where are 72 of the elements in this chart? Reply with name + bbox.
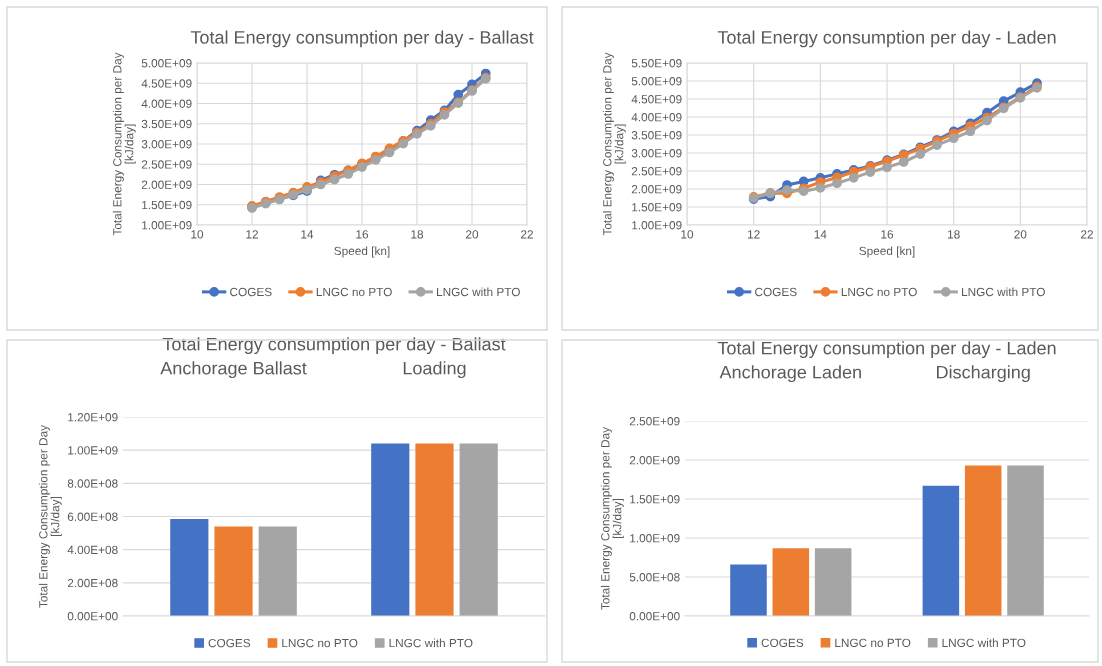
y-tick-label: 2.00E+09 [631,185,682,194]
x-tick-label: 12 [246,230,258,239]
x-tick-label: 10 [191,230,204,239]
x-tick-label: Anchorage Laden [719,365,861,383]
legend-label: LNGC no PTO [316,287,392,297]
y-tick-label: 5.00E+09 [631,77,682,86]
y-tick-label: 1.20E+09 [68,413,118,422]
y-tick-label: 1.00E+09 [142,221,192,230]
y-tick-label: 2.00E+09 [629,456,680,465]
y-tick-label: 4.00E+09 [631,113,682,122]
chart-title: Total Energy consumption per day - Laden [717,341,1056,359]
y-tick-label: 1.50E+09 [630,495,680,504]
y-axis-title: Total Energy Consumption per Day [kJ/day] [112,52,136,236]
y-tick-label: 2.50E+09 [141,160,192,169]
legend-label: COGES [755,287,797,297]
x-tick-label: Discharging [937,365,1030,383]
y-tick-label: 3.00E+09 [631,149,682,158]
x-tick-label: 22 [1081,230,1093,239]
y-tick-label: 5.00E+09 [141,59,192,68]
y-tick-label: 4.50E+09 [141,79,192,88]
y-tick-label: 1.00E+09 [630,534,680,543]
x-axis-title: Speed [kn] [859,246,915,258]
x-tick-label: Loading [403,361,466,379]
chart-title: Total Energy consumption per day - Laden [717,30,1056,48]
legend-label: LNGC with PTO [942,638,1026,647]
x-tick-label: 10 [681,230,694,239]
y-tick-label: 3.00E+09 [141,140,192,149]
y-tick-label: 6.00E+08 [67,512,118,521]
x-tick-label: 14 [814,230,827,239]
y-tick-label: 2.00E+09 [141,180,192,189]
x-tick-label: 18 [411,230,424,239]
x-tick-label: 12 [748,230,760,239]
y-tick-label: 0.00E+00 [629,612,680,621]
y-tick-label: 5.50E+09 [631,59,682,68]
y-tick-label: 8.00E+08 [67,479,118,488]
legend-label: COGES [761,638,804,647]
y-tick-label: 4.50E+09 [631,95,682,104]
y-tick-label: 3.50E+09 [141,119,192,129]
legend-label: LNGC with PTO [389,638,473,648]
y-tick-label: 1.00E+09 [632,221,682,230]
x-tick-label: 16 [356,230,369,239]
legend-label: COGES [208,638,251,648]
y-axis-title: Total Energy Consumption per Day [kJ/day] [602,52,626,236]
x-tick-label: Anchorage Ballast [160,361,307,379]
y-tick-label: 4.00E+08 [67,545,118,555]
x-tick-label: 18 [948,230,960,239]
x-tick-label: 16 [881,230,894,239]
legend-label: LNGC with PTO [962,287,1045,297]
y-tick-label: 2.00E+08 [67,578,118,588]
x-tick-label: 22 [521,230,533,239]
y-tick-label: 0.00E+00 [67,612,118,621]
legend-label: LNGC no PTO [835,638,911,647]
x-axis-title: Speed [kn] [334,246,390,258]
legend-label: LNGC with PTO [437,287,520,297]
y-axis-title: Total Energy Consumption per Day [kJ/day] [600,426,624,610]
chart-title: Total Energy consumption per day - Ballast [162,337,506,355]
y-tick-label: 4.00E+09 [141,99,192,108]
y-tick-label: 1.50E+09 [632,203,682,212]
legend-label: LNGC no PTO [841,287,917,297]
y-tick-label: 1.50E+09 [142,200,192,210]
y-tick-label: 2.50E+09 [629,417,680,426]
y-tick-label: 1.00E+09 [68,446,118,455]
x-tick-label: 20 [1014,230,1027,239]
y-axis-title: Total Energy Consumption per Day [kJ/day] [38,424,62,608]
x-tick-label: 14 [301,230,314,239]
x-tick-label: 20 [466,230,479,239]
y-tick-label: 2.50E+09 [631,167,682,176]
y-tick-label: 5.00E+08 [629,573,680,582]
chart-title: Total Energy consumption per day - Ballast [190,30,534,48]
legend-label: COGES [230,287,272,297]
legend-label: LNGC no PTO [282,638,358,648]
y-tick-label: 3.50E+09 [631,131,682,140]
